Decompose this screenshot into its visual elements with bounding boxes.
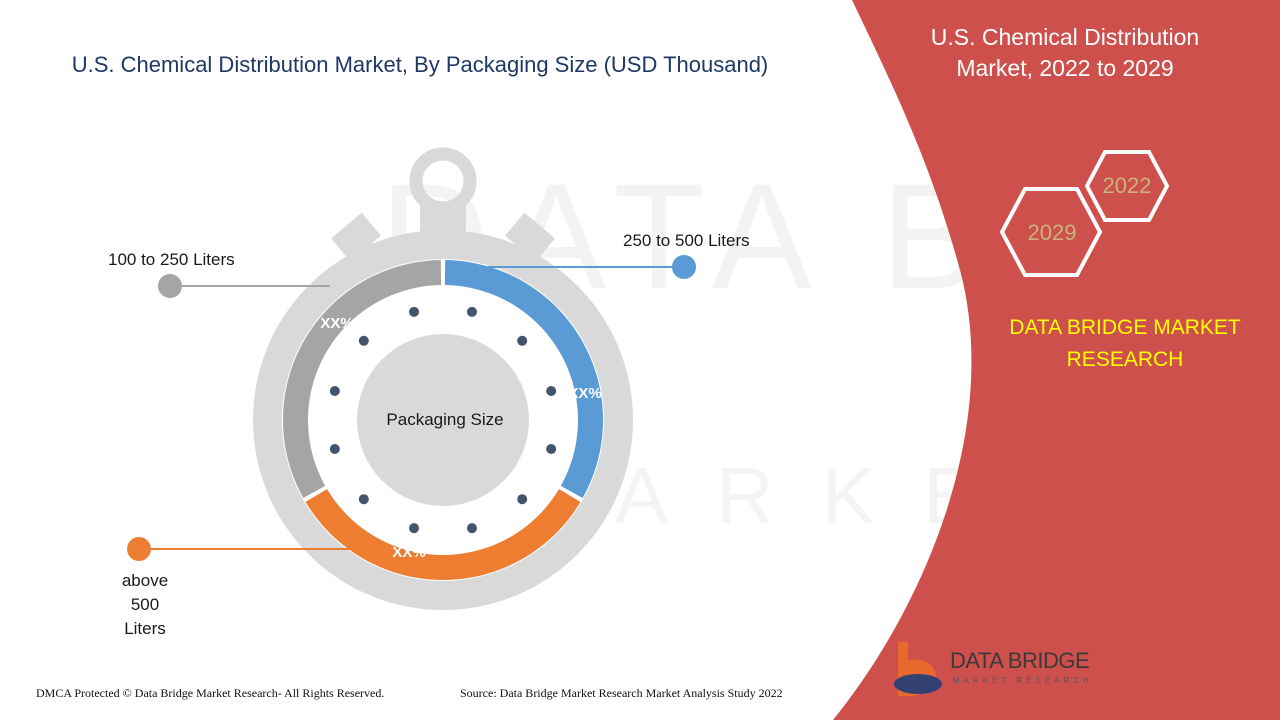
value-label-250-500: XX%: [568, 385, 601, 402]
segment-100-250-liters: [282, 260, 442, 499]
side-panel-title: U.S. Chemical Distribution Market, 2022 …: [930, 24, 1200, 81]
label-above-500-line3: Liters: [124, 619, 166, 638]
dial-tick-dot: [466, 306, 477, 317]
center-label: Packaging Size: [386, 410, 503, 429]
year-2029: 2029: [1028, 220, 1077, 245]
logo-name: DATA BRIDGE: [950, 648, 1090, 673]
brand-name: DATA BRIDGE MARKET RESEARCH: [1009, 316, 1241, 371]
segment-250-500-liters: [444, 260, 603, 499]
dial-tick-dot: [546, 443, 557, 454]
year-2022: 2022: [1103, 173, 1152, 198]
hexagon-2022-icon: [1084, 150, 1170, 222]
dial-tick-dot: [466, 523, 477, 534]
dial-tick-dot: [329, 443, 340, 454]
chart-title: U.S. Chemical Distribution Market, By Pa…: [71, 52, 769, 77]
dial-tick-dot: [358, 494, 369, 505]
label-above-500-line1: above: [121, 571, 169, 590]
center-disc: [357, 334, 529, 506]
segment-above-500-liters: [305, 488, 581, 580]
dial-tick-dot: [409, 306, 420, 317]
hexagon-2029-icon: [999, 187, 1103, 277]
value-label-above-500: XX%: [392, 544, 425, 561]
stopwatch-left-button: [331, 212, 381, 262]
label-250-500-liters: 250 to 500 Liters: [623, 231, 750, 250]
label-above-500-liters: above 500 Liters: [100, 569, 190, 641]
dial-tick-dot: [546, 386, 557, 397]
footer-copyright: DMCA Protected © Data Bridge Market Rese…: [36, 686, 385, 700]
dial-tick-dot: [409, 523, 420, 534]
label-above-500-line2: 500: [130, 595, 160, 614]
dial-tick-dot: [358, 335, 369, 346]
dial-tick-dot: [329, 386, 340, 397]
dial-tick-dot: [517, 494, 528, 505]
stopwatch-crown-ring: [409, 147, 477, 215]
marker-250-500: [672, 255, 696, 279]
footer-source: Source: Data Bridge Market Research Mark…: [460, 686, 783, 700]
stopwatch-right-button: [505, 212, 555, 262]
logo-subtitle: MARKET RESEARCH: [953, 676, 1093, 685]
marker-100-250: [158, 274, 182, 298]
marker-above-500: [127, 537, 151, 561]
label-100-250-liters: 100 to 250 Liters: [108, 250, 235, 269]
value-label-100-250: XX%: [320, 315, 353, 332]
dial-tick-dot: [517, 335, 528, 346]
data-bridge-logo-icon: [894, 642, 942, 696]
